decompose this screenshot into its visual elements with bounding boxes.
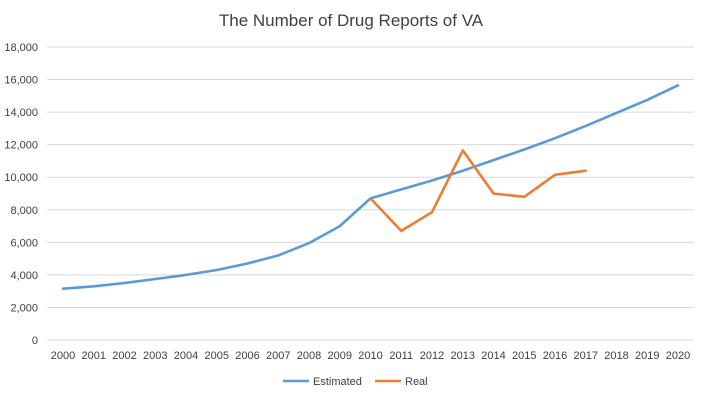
x-tick-label: 2019 (635, 350, 659, 362)
chart-title: The Number of Drug Reports of VA (219, 11, 484, 30)
y-tick-label: 10,000 (4, 172, 38, 184)
x-tick-label: 2010 (358, 350, 382, 362)
x-tick-label: 2004 (174, 350, 198, 362)
x-tick-label: 2011 (389, 350, 413, 362)
x-tick-label: 2000 (51, 350, 75, 362)
y-tick-label: 12,000 (4, 140, 38, 152)
series-line-real (369, 149, 588, 233)
series-lines (61, 84, 680, 290)
legend-label-real: Real (405, 376, 428, 388)
legend: Estimated Real (283, 376, 428, 388)
x-tick-label: 2003 (143, 350, 167, 362)
x-tick-label: 2015 (512, 350, 536, 362)
gridlines (47, 46, 694, 341)
x-tick-label: 2014 (481, 350, 505, 362)
y-tick-label: 4,000 (10, 270, 38, 282)
x-tick-label: 2008 (297, 350, 321, 362)
x-axis-ticks: 2000 2001 2002 2003 2004 2005 2006 2007 2008 2009… (51, 350, 690, 362)
x-tick-label: 2007 (266, 350, 290, 362)
x-tick-label: 2005 (205, 350, 229, 362)
y-tick-label: 6,000 (10, 237, 38, 249)
x-tick-label: 2012 (420, 350, 444, 362)
x-tick-label: 2020 (666, 350, 690, 362)
y-tick-label: 16,000 (4, 75, 38, 87)
x-tick-label: 2018 (604, 350, 628, 362)
series-line-estimated (61, 84, 680, 290)
x-tick-label: 2009 (328, 350, 352, 362)
y-tick-label: 0 (32, 335, 38, 347)
y-tick-label: 18,000 (4, 42, 38, 54)
legend-label-estimated: Estimated (313, 376, 362, 388)
x-tick-label: 2006 (235, 350, 259, 362)
y-tick-label: 14,000 (4, 107, 38, 119)
y-tick-label: 2,000 (10, 302, 38, 314)
x-tick-label: 2001 (82, 350, 106, 362)
x-tick-label: 2016 (543, 350, 567, 362)
x-tick-label: 2017 (574, 350, 598, 362)
x-tick-label: 2013 (451, 350, 475, 362)
y-tick-label: 8,000 (10, 205, 38, 217)
x-tick-label: 2002 (112, 350, 136, 362)
y-axis-ticks: 0 2,000 4,000 6,000 8,000 10,000 12,000 14,000 1… (4, 42, 38, 347)
